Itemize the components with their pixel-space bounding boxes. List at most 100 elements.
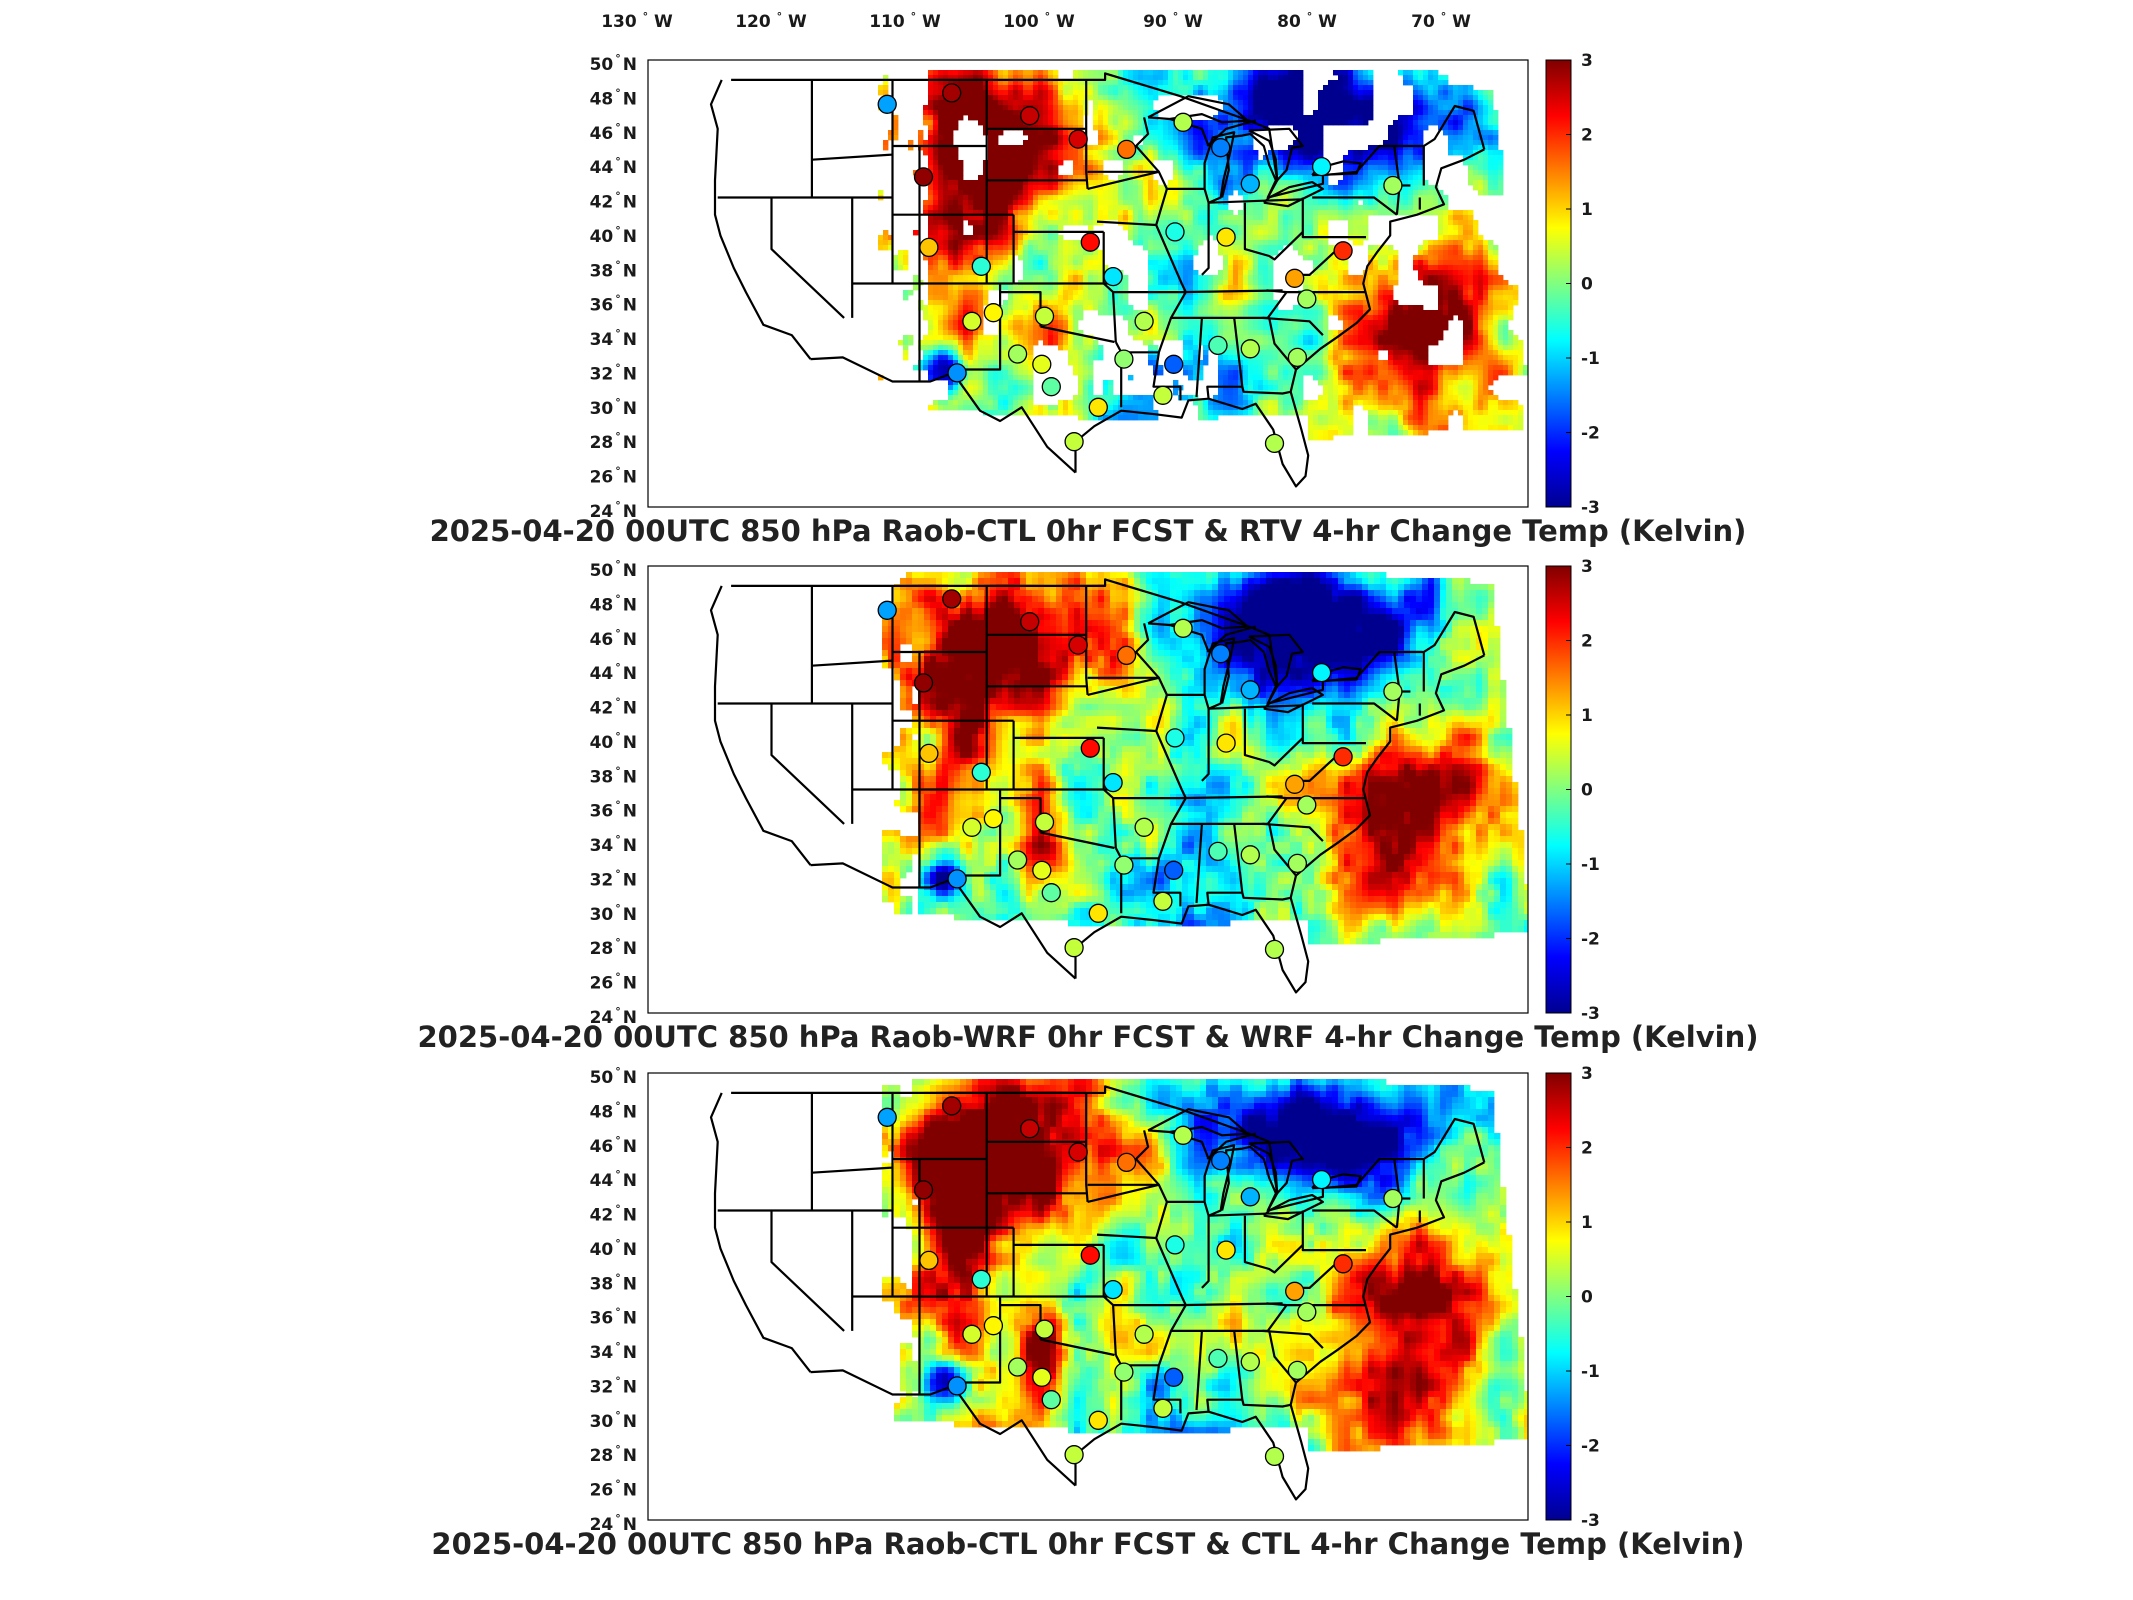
raob-point	[1034, 812, 1055, 832]
latitude-label: 44 ° N	[590, 155, 637, 178]
latitude-label: 48 ° N	[590, 592, 637, 615]
raob-point	[1032, 354, 1052, 374]
map-frame	[647, 565, 1529, 1014]
raob-point	[1240, 1352, 1260, 1372]
latitude-label: 38 ° N	[590, 258, 637, 281]
latitude-label: 42 ° N	[590, 1203, 637, 1226]
colorbar-tick-label: -3	[1581, 1511, 1600, 1531]
raob-point	[947, 1376, 967, 1396]
raob-point	[962, 817, 982, 837]
latitude-label: 36 ° N	[590, 293, 637, 316]
raob-point	[1034, 1319, 1055, 1339]
latitude-label: 26 ° N	[590, 1478, 637, 1501]
raob-point	[1240, 845, 1260, 865]
latitude-label: 32 ° N	[590, 1374, 637, 1397]
longitude-label: 110 ° W	[869, 10, 941, 32]
latitude-label: 26 ° N	[590, 971, 637, 994]
raob-point	[919, 743, 939, 764]
raob-point	[1088, 903, 1108, 923]
colorbar-tick-label: 2	[1581, 632, 1593, 652]
raob-point	[1032, 1367, 1052, 1387]
latitude-axis-labels: 50 ° N 48 ° N 46 ° N 44 ° N 42 ° N 40 ° N 38 ° N 36 ° N 34 ° N 32 ° N…	[590, 1065, 637, 1535]
raob-point	[1088, 1410, 1108, 1430]
colorbar-tick-label: -1	[1581, 855, 1600, 875]
colorbar: 3 2 1 0 -1 -2 -3	[1545, 51, 1600, 518]
raob-point	[919, 1250, 939, 1271]
raob-point	[1287, 853, 1308, 874]
panel-title: 2025-04-20 00UTC 850 hPa Raob-CTL 0hr FC…	[430, 514, 1747, 548]
raob-point	[983, 809, 1004, 829]
colorbar: 3 2 1 0 -1 -2 -3	[1545, 1064, 1600, 1531]
raob-point	[1285, 1281, 1305, 1301]
map-panel-wrf: 50 ° N 48 ° N 46 ° N 44 ° N 42 ° N 40 ° N 38 ° N 36 ° N 34 ° N 32 ° N…	[417, 557, 1758, 1054]
colorbar-tick-label: -1	[1581, 1362, 1600, 1382]
raob-point	[1007, 850, 1028, 870]
raob-point	[913, 167, 934, 187]
colorbar-tick-label: 2	[1581, 126, 1593, 146]
latitude-label: 42 ° N	[590, 696, 637, 719]
latitude-label: 38 ° N	[590, 764, 637, 787]
latitude-label: 26 ° N	[590, 465, 637, 488]
temperature-field	[882, 1079, 1528, 1452]
raob-point	[1240, 339, 1260, 359]
latitude-label: 32 ° N	[590, 361, 637, 384]
raob-point	[1020, 612, 1040, 632]
raob-point	[1068, 635, 1088, 655]
raob-point	[919, 237, 939, 258]
longitude-label: 130 ° W	[601, 10, 673, 32]
raob-point	[947, 869, 967, 889]
colorbar-tick-label: -2	[1581, 1437, 1600, 1457]
raob-point	[942, 83, 962, 103]
colorbar-tick-label: 1	[1581, 706, 1593, 726]
raob-point	[983, 1316, 1004, 1336]
raob-point	[1116, 139, 1137, 160]
raob-point	[1165, 1235, 1185, 1255]
raob-point	[1211, 138, 1231, 158]
latitude-label: 46 ° N	[590, 627, 637, 650]
raob-point	[1165, 222, 1185, 242]
longitude-label: 80 ° W	[1277, 10, 1337, 32]
latitude-axis-labels: 50 ° N 48 ° N 46 ° N 44 ° N 42 ° N 40 ° N 38 ° N 36 ° N 34 ° N 32 ° N…	[590, 52, 637, 522]
raob-point	[1297, 289, 1317, 309]
colorbar-tick-label: -3	[1581, 498, 1600, 518]
raob-point	[1211, 644, 1231, 664]
raob-point	[1041, 1390, 1061, 1410]
raob-markers	[877, 1096, 1403, 1467]
latitude-label: 32 ° N	[590, 867, 637, 890]
raob-point	[1165, 728, 1185, 748]
raob-markers	[877, 589, 1403, 960]
colorbar-tick-label: 1	[1581, 200, 1593, 220]
colorbar-tick-label: -2	[1581, 424, 1600, 444]
latitude-label: 36 ° N	[590, 1306, 637, 1329]
raob-point	[1383, 1188, 1403, 1209]
raob-point	[1020, 106, 1040, 126]
raob-point	[1068, 1142, 1088, 1162]
raob-point	[1216, 227, 1236, 247]
latitude-label: 44 ° N	[590, 661, 637, 684]
latitude-label: 34 ° N	[590, 327, 637, 350]
raob-point	[1287, 1360, 1308, 1381]
raob-point	[1068, 129, 1088, 149]
raob-point	[1383, 175, 1403, 196]
latitude-label: 40 ° N	[590, 1237, 637, 1260]
raob-point	[913, 673, 934, 693]
raob-point	[1311, 156, 1332, 177]
raob-point	[1153, 1398, 1173, 1418]
raob-point	[1064, 1445, 1084, 1465]
raob-point	[1080, 232, 1100, 252]
raob-point	[1216, 1240, 1236, 1260]
latitude-label: 28 ° N	[590, 1443, 637, 1466]
latitude-label: 28 ° N	[590, 430, 637, 453]
raob-point	[1383, 681, 1403, 702]
latitude-label: 48 ° N	[590, 1099, 637, 1122]
latitude-label: 50 ° N	[590, 1065, 637, 1088]
raob-point	[1134, 311, 1154, 331]
raob-point	[1103, 772, 1123, 793]
colorbar-tick-label: -2	[1581, 930, 1600, 950]
raob-point	[942, 1096, 962, 1116]
raob-point	[877, 600, 897, 620]
raob-point	[1041, 377, 1061, 397]
temperature-field	[882, 572, 1528, 945]
raob-point	[1020, 1119, 1040, 1139]
latitude-label: 30 ° N	[590, 902, 637, 925]
